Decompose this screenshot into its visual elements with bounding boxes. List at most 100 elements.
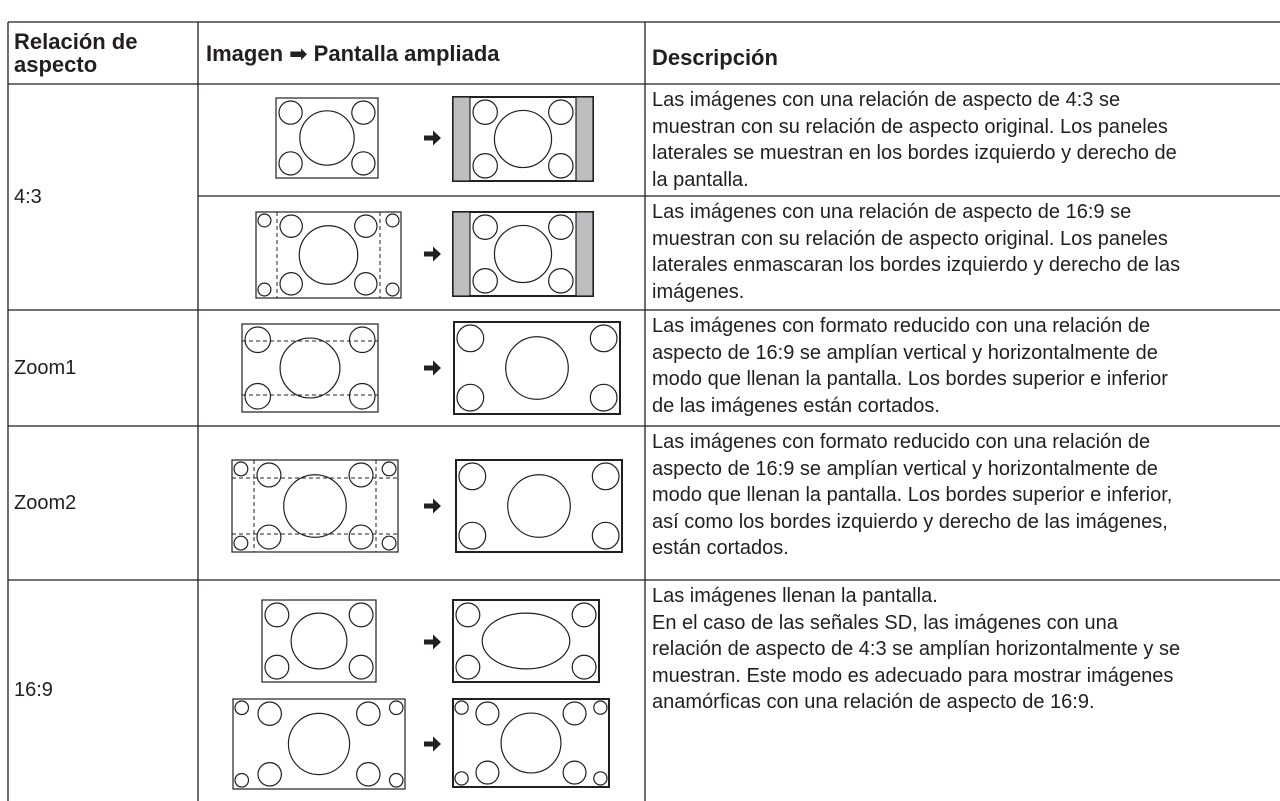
corner-circle xyxy=(256,462,282,488)
corner-circle xyxy=(571,602,597,628)
corner-circle xyxy=(472,268,498,294)
side-panel xyxy=(452,96,471,182)
description-line: aspecto de 16:9 se amplían vertical y ho… xyxy=(652,457,1158,480)
screen-frame xyxy=(232,698,406,790)
description-line: muestran. Este modo es adecuado para mos… xyxy=(652,664,1174,687)
edge-circle xyxy=(385,213,400,228)
screen-diagram xyxy=(452,698,610,788)
description-line: aspecto de 16:9 se amplían vertical y ho… xyxy=(652,341,1158,364)
edge-circle xyxy=(388,772,404,788)
corner-circle xyxy=(562,760,587,785)
screen-diagram xyxy=(231,459,399,553)
edge-circle xyxy=(234,772,250,788)
description-line: Las imágenes llenan la pantalla. xyxy=(652,585,938,607)
center-ellipse xyxy=(481,612,571,670)
center-circle xyxy=(299,110,355,166)
edge-circle xyxy=(257,213,272,228)
side-panel xyxy=(575,96,594,182)
screen-diagram xyxy=(241,323,379,413)
aspect-label: 4:3 xyxy=(14,185,42,208)
edge-circle xyxy=(385,282,400,297)
corner-circle xyxy=(455,654,481,680)
corner-circle xyxy=(354,272,378,296)
center-circle xyxy=(279,337,341,399)
corner-circle xyxy=(472,153,498,179)
description-line: laterales enmascaran los bordes izquierd… xyxy=(652,254,1181,276)
corner-circle xyxy=(348,654,374,680)
description-line: de las imágenes están cortados. xyxy=(652,394,940,417)
corner-circle xyxy=(458,462,487,491)
aspect-label: Zoom1 xyxy=(14,356,77,379)
corner-circle xyxy=(475,701,500,726)
side-panel xyxy=(452,211,471,297)
corner-circle xyxy=(589,383,618,412)
corner-circle xyxy=(355,701,381,726)
header-cell: Relación de aspecto xyxy=(14,29,138,77)
center-circle xyxy=(505,336,569,400)
description-line: Las imágenes con una relación de aspecto… xyxy=(652,201,1132,223)
screen-frame xyxy=(452,698,610,788)
center-circle xyxy=(290,612,348,670)
center-circle xyxy=(493,109,553,169)
description: Las imágenes llenan la pantalla. En el ca… xyxy=(652,583,1280,716)
corner-circle xyxy=(591,462,620,491)
description-line: muestran con su relación de aspecto orig… xyxy=(652,115,1168,138)
arrow xyxy=(424,360,441,376)
description-line: así como los bordes izquierdo y derecho … xyxy=(652,510,1168,533)
diagrams xyxy=(231,96,623,790)
edge-circle xyxy=(388,700,404,716)
arrow xyxy=(424,246,441,262)
edge-circle xyxy=(381,461,397,477)
corner-circle xyxy=(472,99,498,125)
description-line: imágenes. xyxy=(652,280,745,303)
header-cell: Imagen ➡ Pantalla ampliada xyxy=(206,40,500,66)
description: Las imágenes con formato reducido con un… xyxy=(652,313,1280,419)
corner-circle xyxy=(244,382,272,410)
description: Las imágenes con una relación de aspecto… xyxy=(652,199,1280,305)
edge-circle xyxy=(233,461,249,477)
corner-circle xyxy=(589,324,618,353)
aspect-label: 16:9 xyxy=(14,679,53,701)
corner-circle xyxy=(257,761,282,787)
aspect-label: Zoom2 xyxy=(14,491,77,514)
screen-diagram xyxy=(452,96,594,182)
corner-circle xyxy=(244,326,272,354)
corner-circle xyxy=(475,760,500,785)
corner-circle xyxy=(355,761,381,787)
description-line: Las imágenes con formato reducido con un… xyxy=(652,431,1151,453)
corner-circle xyxy=(348,462,374,488)
screen-diagram xyxy=(261,599,377,683)
screen-frame xyxy=(455,459,623,553)
description-line: laterales se muestran en los bordes izqu… xyxy=(652,142,1177,164)
corner-circle xyxy=(458,521,487,550)
table-lines xyxy=(7,21,1280,801)
corner-circle xyxy=(257,701,282,726)
side-panel xyxy=(575,211,594,297)
edge-circle xyxy=(593,700,608,715)
header-cell: Descripción xyxy=(652,44,778,70)
corner-circle xyxy=(264,602,290,628)
corner-circle xyxy=(264,654,290,680)
description-line: modo que llenan la pantalla. Los bordes … xyxy=(652,484,1173,506)
corner-circle xyxy=(351,100,376,125)
corner-circle xyxy=(278,151,303,176)
arrow xyxy=(424,634,441,650)
corner-circle xyxy=(548,153,574,179)
edge-circle xyxy=(257,282,272,297)
screen-frame xyxy=(452,599,600,683)
edge-circle xyxy=(593,771,608,786)
corner-circle xyxy=(348,602,374,628)
corner-circle xyxy=(456,383,485,412)
corner-circle xyxy=(472,214,498,240)
corner-circle xyxy=(548,268,574,294)
corner-circle xyxy=(571,654,597,680)
screen-frame xyxy=(452,211,594,297)
screen-diagram xyxy=(455,459,623,553)
arrow xyxy=(424,736,441,752)
description: Las imágenes con formato reducido con un… xyxy=(652,429,1280,562)
center-circle xyxy=(287,712,351,776)
description-line: En el caso de las señales SD, las imágen… xyxy=(652,611,1118,634)
edge-circle xyxy=(454,771,469,786)
